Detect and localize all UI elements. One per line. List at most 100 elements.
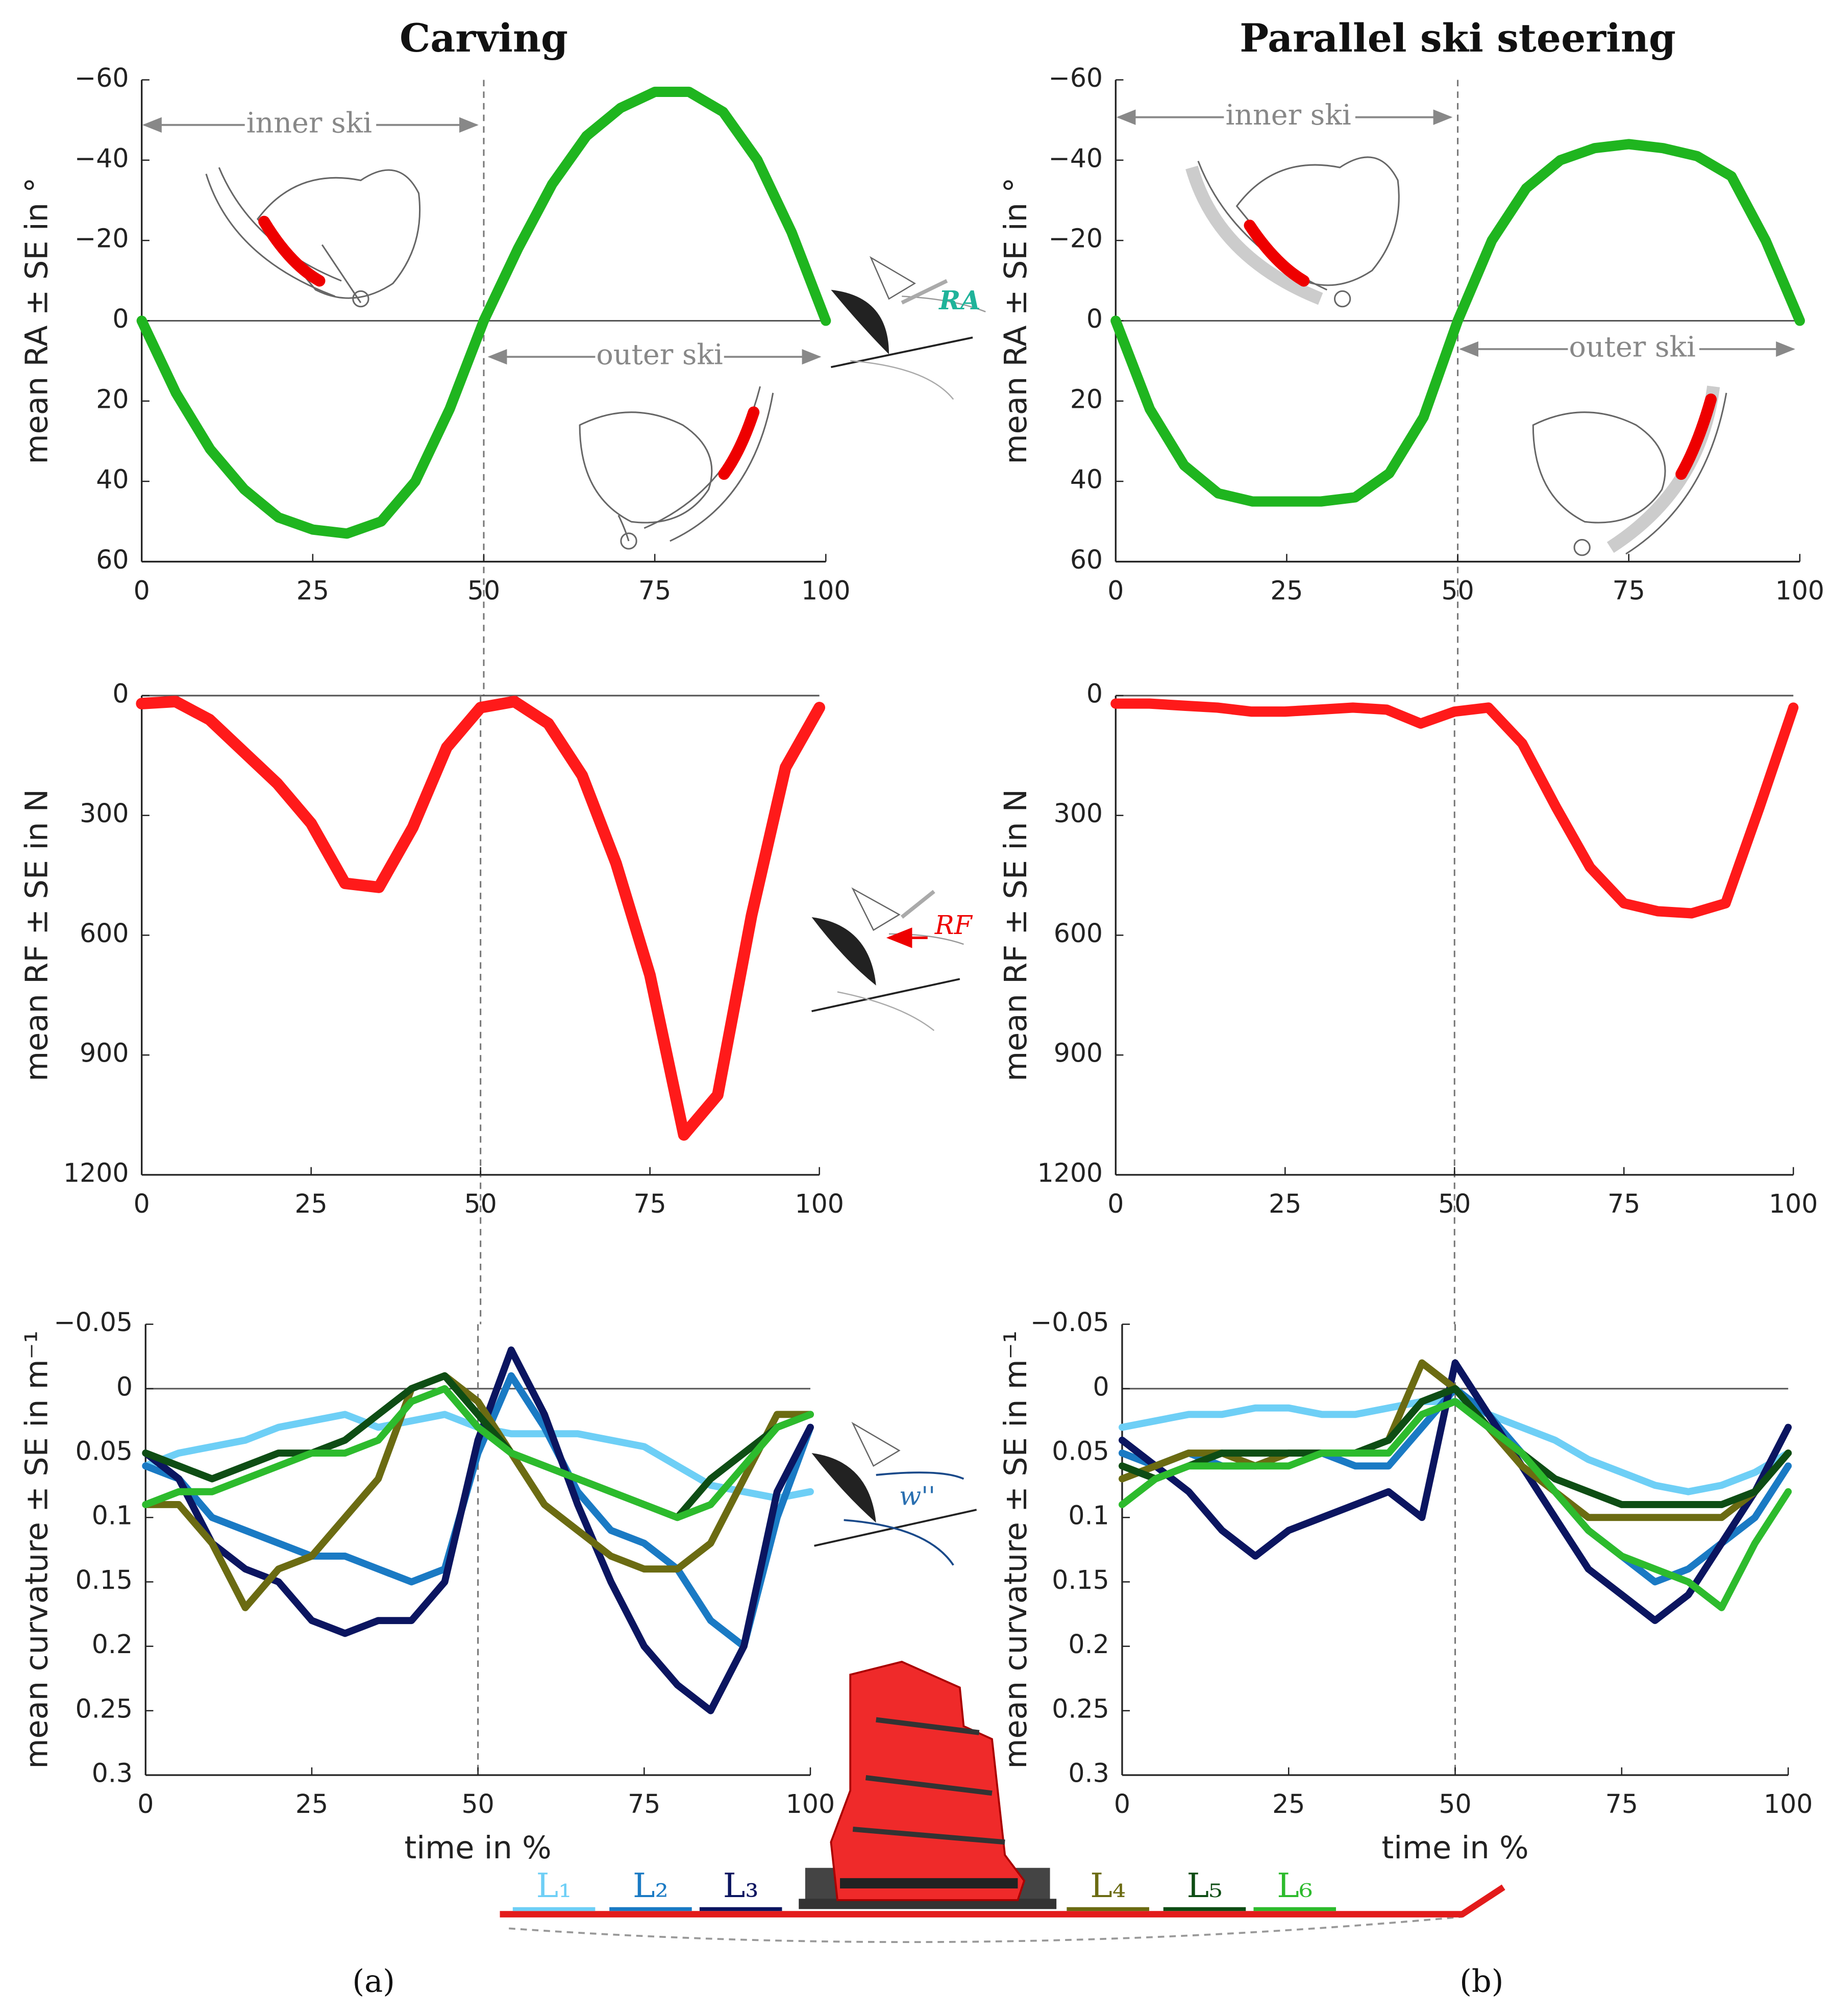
y-tick-label: 40	[1070, 464, 1103, 495]
x-axis-label: time in %	[405, 1830, 552, 1866]
schematic-rf	[811, 887, 964, 1031]
y-tick-label: 0	[1086, 678, 1103, 708]
x-tick-label: 25	[1270, 576, 1303, 606]
data-line	[136, 696, 826, 1141]
x-tick-label: 25	[1272, 1789, 1305, 1819]
x-tick-label: 75	[1613, 576, 1645, 606]
y-tick-label: 0	[1093, 1371, 1109, 1402]
y-tick-label: 0.3	[1068, 1758, 1109, 1788]
x-tick-label: 75	[628, 1789, 660, 1819]
legend-label: L₃	[723, 1866, 759, 1905]
data-line	[142, 1346, 814, 1714]
x-tick-label: 0	[137, 1789, 154, 1819]
x-tick-label: 0	[1107, 576, 1124, 606]
y-tick-label: −40	[75, 143, 129, 173]
legend-label: L₁	[536, 1866, 572, 1905]
data-line	[1118, 1385, 1792, 1508]
data-line	[142, 1372, 814, 1611]
data-line	[142, 1372, 814, 1521]
annotation: outer ski	[596, 338, 723, 372]
x-tick-label: 50	[467, 576, 500, 606]
x-tick-label: 50	[1439, 1789, 1471, 1819]
y-tick-label: 20	[96, 384, 129, 414]
y-tick-label: 600	[80, 918, 129, 948]
legend-label: L₂	[633, 1866, 669, 1905]
x-tick-label: 100	[795, 1189, 844, 1219]
y-tick-label: 900	[80, 1038, 129, 1068]
y-tick-label: 60	[96, 545, 129, 575]
x-tick-label: 75	[638, 576, 671, 606]
y-axis-label: mean RA ± SE in °	[19, 177, 55, 464]
schematic-curvature	[811, 1421, 977, 1566]
y-tick-label: −0.05	[54, 1307, 133, 1337]
y-tick-label: 0.05	[1052, 1436, 1109, 1466]
x-tick-label: 50	[464, 1189, 497, 1219]
y-tick-label: 0.1	[92, 1501, 133, 1531]
y-tick-label: 0	[1086, 304, 1103, 334]
annotation: inner ski	[1225, 99, 1351, 132]
y-axis-label: mean RF ± SE in N	[19, 789, 55, 1081]
skier-outer-left	[579, 386, 774, 550]
x-tick-label: 0	[1107, 1189, 1124, 1219]
x-tick-label: 50	[462, 1789, 494, 1819]
x-tick-label: 50	[1438, 1189, 1471, 1219]
annotation: RA	[938, 285, 980, 315]
data-line	[1110, 698, 1799, 919]
x-tick-label: 25	[1269, 1189, 1301, 1219]
y-axis-label: mean RF ± SE in N	[998, 789, 1034, 1081]
y-tick-label: 0.2	[92, 1629, 133, 1659]
y-tick-label: −60	[1049, 63, 1103, 93]
data-line	[136, 86, 831, 539]
y-tick-label: 300	[80, 798, 129, 828]
x-axis-label: time in %	[1381, 1830, 1528, 1866]
y-tick-label: 0	[112, 678, 129, 708]
legend-label: L₄	[1090, 1866, 1126, 1905]
y-tick-label: −20	[1049, 224, 1103, 254]
y-tick-label: 0.25	[76, 1693, 133, 1724]
data-line	[1118, 1398, 1792, 1611]
data-line	[1118, 1359, 1792, 1625]
x-tick-label: 100	[1764, 1789, 1813, 1819]
y-tick-label: 0.15	[76, 1565, 133, 1595]
y-tick-label: 60	[1070, 545, 1103, 575]
y-tick-label: 20	[1070, 384, 1103, 414]
y-tick-label: 300	[1054, 798, 1103, 828]
y-tick-label: 900	[1054, 1038, 1103, 1068]
x-tick-label: 50	[1441, 576, 1474, 606]
y-tick-label: 0	[116, 1371, 133, 1402]
skier-inner-right	[1185, 156, 1400, 308]
x-tick-label: 100	[1769, 1189, 1818, 1219]
y-tick-label: 0.25	[1052, 1693, 1109, 1724]
chart-panel: mean curvature ± SE in m⁻¹ time in % −0.05…	[19, 1307, 1336, 1999]
x-tick-label: 25	[295, 1189, 328, 1219]
legend-label: L₅	[1187, 1866, 1223, 1905]
chart-title: Parallel ski steering	[1240, 15, 1676, 61]
y-tick-label: 40	[96, 464, 129, 495]
data-line	[142, 1385, 814, 1521]
x-tick-label: 100	[801, 576, 850, 606]
annotation: w''	[899, 1481, 935, 1511]
y-tick-label: −60	[75, 63, 129, 93]
y-axis-label: mean curvature ± SE in m⁻¹	[998, 1331, 1034, 1769]
x-tick-label: 0	[134, 576, 150, 606]
x-tick-label: 25	[296, 576, 329, 606]
y-axis-label: mean RA ± SE in °	[998, 177, 1034, 464]
y-tick-label: 0.05	[76, 1436, 133, 1466]
chart-panel: Carving mean RA ± SE in ° −60 −40 −20 0 20 40 60…	[19, 15, 980, 696]
annotation: (b)	[1459, 1963, 1503, 1999]
x-tick-label: 0	[1114, 1789, 1130, 1819]
y-tick-label: 0.15	[1052, 1565, 1109, 1595]
y-axis-label: mean curvature ± SE in m⁻¹	[19, 1331, 55, 1769]
y-tick-label: 0.1	[1068, 1501, 1109, 1531]
x-tick-label: 25	[295, 1789, 328, 1819]
y-tick-label: −20	[75, 224, 129, 254]
data-line	[1110, 139, 1805, 507]
x-tick-label: 75	[634, 1189, 666, 1219]
y-tick-label: 0	[112, 304, 129, 334]
x-tick-label: 75	[1605, 1789, 1638, 1819]
x-tick-label: 100	[786, 1789, 835, 1819]
boot	[830, 1660, 1026, 1901]
